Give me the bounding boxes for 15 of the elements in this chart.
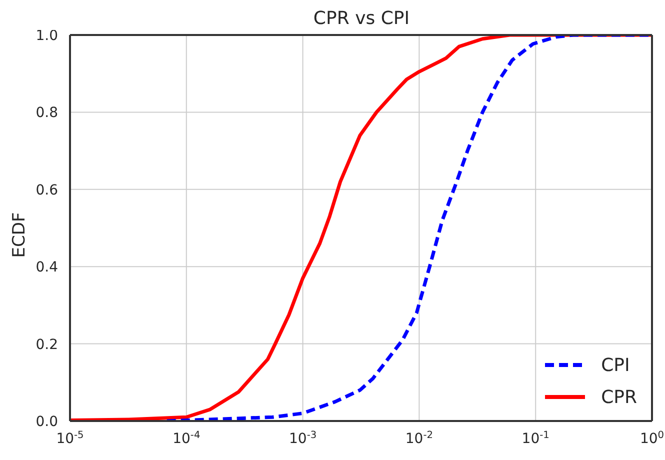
x-tick-label: 10$^{0}$: [640, 430, 664, 447]
y-tick-label: 0.2: [36, 336, 58, 353]
y-axis-title: ECDF: [10, 212, 30, 258]
x-tick-label: 10$^{-2}$: [405, 430, 434, 447]
y-tick-label: 0.0: [36, 414, 58, 430]
x-tick-label: 10$^{-1}$: [522, 430, 550, 447]
y-tick-label: 0.8: [36, 105, 58, 122]
chart-title: CPR vs CPI: [313, 8, 410, 29]
y-tick-label: 0.4: [36, 260, 58, 276]
legend-label: CPI: [601, 354, 630, 376]
y-tick-label: 0.6: [36, 182, 58, 198]
x-tick-label: 10$^{-3}$: [288, 430, 317, 447]
x-tick-label: 10$^{-5}$: [56, 430, 84, 447]
legend-label: CPR: [601, 386, 637, 408]
x-tick-label: 10$^{-4}$: [172, 430, 200, 447]
